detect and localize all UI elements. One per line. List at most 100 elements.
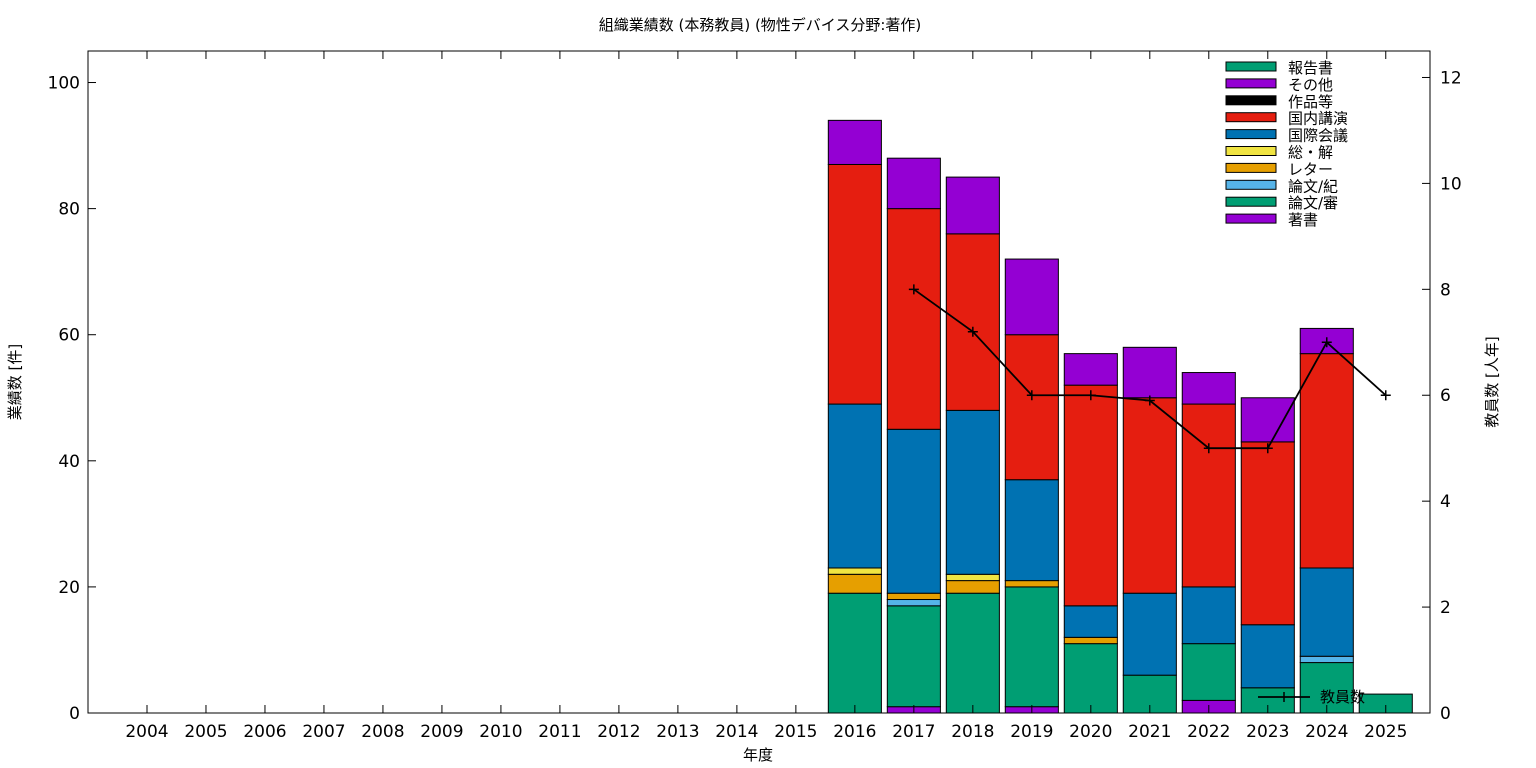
x-tick-label: 2009: [420, 722, 463, 742]
legend-label: 国内講演: [1288, 110, 1348, 128]
y2-tick-label: 2: [1440, 598, 1451, 618]
bar-segment: [1063, 384, 1118, 607]
bar-segment: [1122, 674, 1177, 714]
bar-segment: [1122, 592, 1177, 676]
x-tick-label: 2013: [656, 722, 699, 742]
x-tick-label: 2019: [1010, 722, 1053, 742]
x-tick-label: 2014: [715, 722, 758, 742]
y2-tick-label: 4: [1440, 492, 1451, 512]
x-tick-label: 2010: [479, 722, 522, 742]
legend-swatch: [1225, 213, 1277, 224]
bar-segment: [1299, 353, 1354, 569]
line-point: [1203, 443, 1214, 454]
y2-tick-label: 12: [1440, 68, 1462, 88]
y-tick-label: 80: [58, 200, 80, 220]
bar-segment: [1004, 580, 1059, 588]
bar-segment: [945, 233, 1000, 411]
bar-segment: [886, 605, 941, 708]
y-tick-label: 100: [48, 74, 80, 94]
line-point: [1321, 337, 1332, 348]
y-axis-label: 業績数 [件]: [6, 344, 24, 420]
bar-segment: [945, 580, 1000, 594]
bar-segment: [945, 409, 1000, 575]
legend-line-label: 教員数: [1320, 688, 1365, 706]
bar-segment: [886, 592, 941, 601]
bar-segment: [1299, 567, 1354, 657]
x-tick-label: 2021: [1128, 722, 1171, 742]
bar-segment: [1004, 334, 1059, 481]
x-axis-label: 年度: [743, 746, 773, 764]
bar-segment: [886, 157, 941, 210]
legend-label: 国際会議: [1288, 127, 1348, 145]
bar-segment: [1004, 586, 1059, 708]
x-tick-label: 2018: [951, 722, 994, 742]
bar-segment: [945, 573, 1000, 582]
y-tick-label: 60: [58, 326, 80, 346]
bar-segment: [1181, 403, 1236, 588]
bar-segment: [1181, 643, 1236, 701]
x-tick-label: 2007: [302, 722, 345, 742]
plot-frame: [87, 50, 1431, 714]
x-tick-label: 2011: [538, 722, 581, 742]
bar-segment: [1240, 624, 1295, 689]
bar-segment: [1299, 655, 1354, 664]
bar-segment: [1063, 353, 1118, 386]
x-tick-label: 2024: [1305, 722, 1348, 742]
legend-label: 報告書: [1288, 59, 1333, 77]
bar-segment: [1004, 258, 1059, 336]
y2-tick-label: 6: [1440, 386, 1451, 406]
bar-segment: [945, 592, 1000, 714]
bar-segment: [1063, 643, 1118, 714]
y-tick-label: 40: [58, 452, 80, 472]
x-tick-label: 2017: [892, 722, 935, 742]
bar-segment: [945, 176, 1000, 235]
x-tick-label: 2025: [1364, 722, 1407, 742]
bar-segment: [827, 573, 882, 594]
bar-segment: [886, 599, 941, 607]
bar-segment: [1063, 605, 1118, 638]
bars-group: [827, 119, 1413, 714]
y2-axis-label: 教員数 [人年]: [1483, 336, 1501, 427]
bar-segment: [1122, 397, 1177, 594]
bar-segment: [886, 208, 941, 430]
x-tick-label: 2023: [1246, 722, 1289, 742]
bar-segment: [1240, 441, 1295, 626]
x-tick-label: 2008: [361, 722, 404, 742]
line-point: [967, 326, 978, 337]
x-tick-label: 2005: [184, 722, 227, 742]
legend-swatch: [1225, 162, 1277, 173]
y2-tick-label: 8: [1440, 280, 1451, 300]
x-tick-label: 2022: [1187, 722, 1230, 742]
line-point: [1144, 395, 1155, 406]
legend-label: その他: [1288, 76, 1333, 94]
axes-group: 0 20 40 60 80 100 0 2 4 6 8 10 12 2004 2005 2006 2007 200…: [48, 50, 1462, 742]
bar-segment: [1181, 586, 1236, 645]
x-tick-label: 2006: [243, 722, 286, 742]
legend-swatch: [1225, 78, 1277, 89]
x-tick-label: 2012: [597, 722, 640, 742]
bar-segment: [1122, 346, 1177, 399]
bar-segment: [827, 592, 882, 714]
legend-swatch: [1225, 146, 1277, 156]
bar-segment: [1004, 479, 1059, 582]
line-point: [1380, 390, 1391, 401]
line-point: [1026, 390, 1037, 401]
x-tick-label: 2015: [774, 722, 817, 742]
bar-segment: [827, 119, 882, 165]
legend-swatch: [1225, 61, 1277, 72]
legend-swatch: [1225, 196, 1277, 207]
line-point: [1262, 443, 1273, 454]
legend-label: 論文/紀: [1288, 177, 1338, 195]
bar-segment: [886, 428, 941, 594]
legend-swatch: [1225, 95, 1277, 106]
legend-line: 教員数: [1258, 688, 1365, 706]
line-point: [908, 284, 919, 295]
legend-label: 論文/審: [1288, 194, 1338, 212]
x-tick-label: 2020: [1069, 722, 1112, 742]
line-point: [1085, 390, 1096, 401]
line-group: [908, 284, 1391, 454]
bar-segment: [1063, 636, 1118, 645]
legend-label: 著書: [1288, 211, 1318, 229]
